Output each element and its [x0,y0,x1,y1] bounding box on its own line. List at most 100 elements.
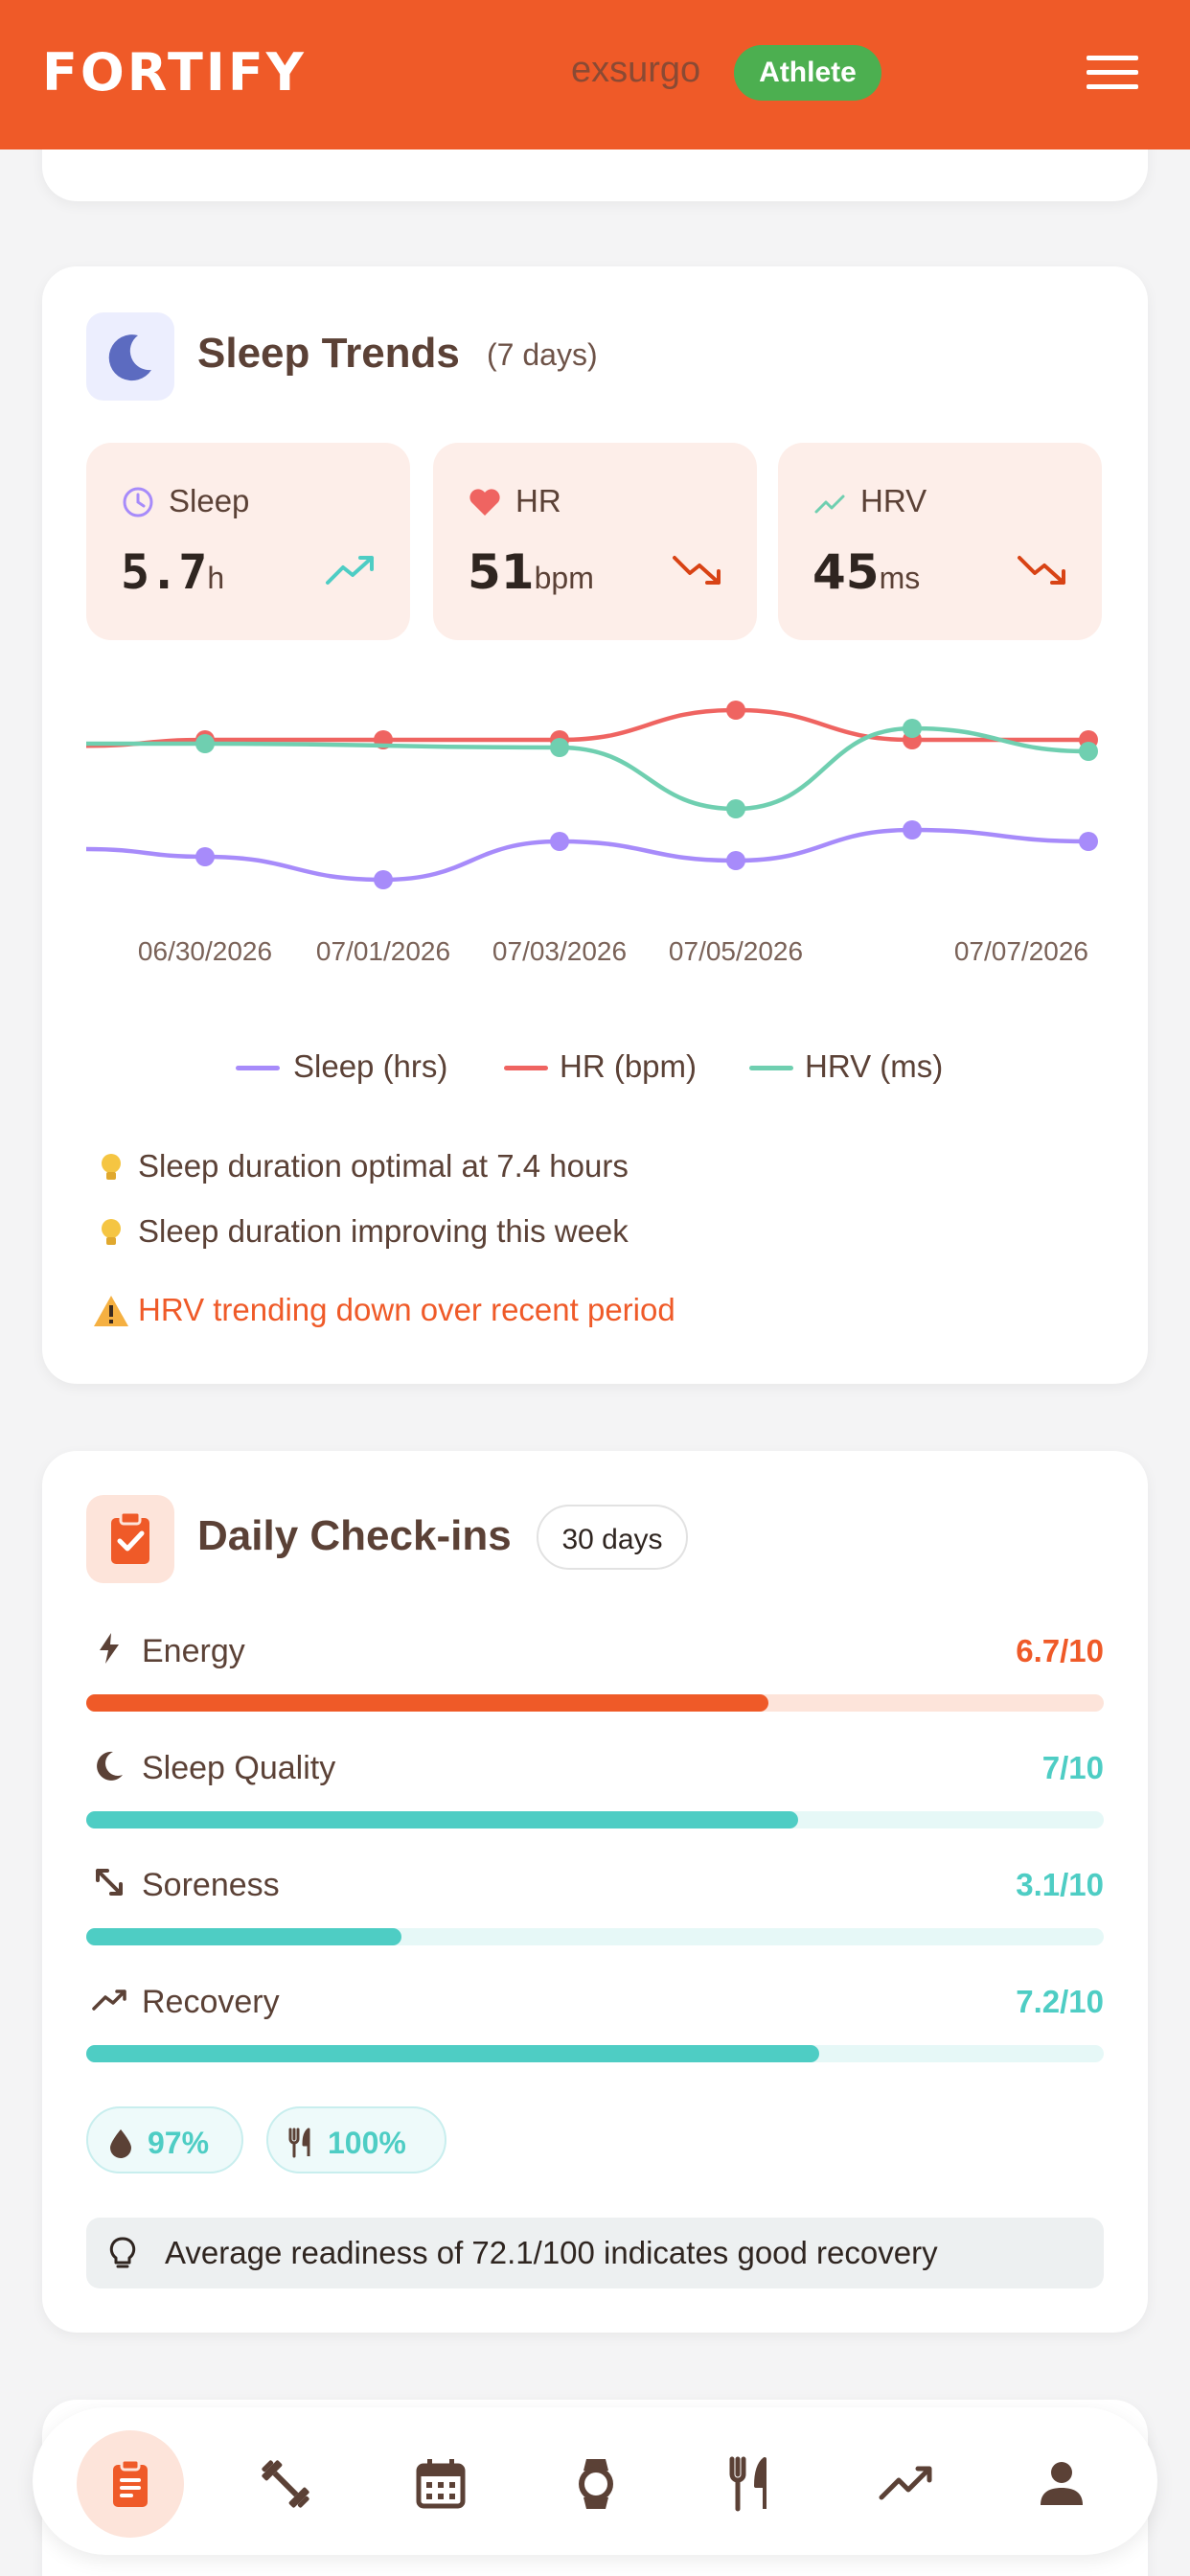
checkin-label-sleep-quality: Sleep Quality [142,1750,336,1786]
stat-label: HRV [860,483,927,518]
sleep-trends-card: Sleep Trends (7 days) Sleep 5.7h HR 51bp… [42,266,1148,1384]
utensils-icon [288,2128,310,2158]
trending-up-icon [92,1990,126,2011]
series-line-sleep [85,827,1089,883]
x-tick-label: 07/01/2026 [316,936,450,966]
legend-swatch-sleep [236,1066,280,1070]
legend-swatch-hr [504,1066,548,1070]
data-point[interactable] [903,719,922,738]
period-badge[interactable]: 30 days [537,1505,688,1570]
moon-icon [86,312,174,401]
insight-warning-text: HRV trending down over recent period [138,1292,675,1327]
stat-value: 5.7h [121,544,225,600]
stat-label: Sleep [169,483,250,518]
lightbulb-icon [102,1219,121,1245]
data-point[interactable] [550,832,569,851]
arrows-diagonal-icon [96,1869,123,1896]
data-point[interactable] [903,820,922,840]
checkin-value-energy: 6.7/10 [1016,1633,1104,1668]
nav-workouts[interactable] [232,2430,339,2538]
readiness-summary-text: Average readiness of 72.1/100 indicates … [165,2235,938,2270]
hamburger-menu-icon[interactable] [1087,56,1138,90]
bottom-navigation [33,2407,1157,2555]
readiness-summary: Average readiness of 72.1/100 indicates … [86,2218,1104,2288]
trend-up-icon [326,556,374,585]
username-label: exsurgo [571,50,701,90]
data-point[interactable] [550,738,569,757]
nav-calendar[interactable] [387,2430,494,2538]
checkin-value-sleep-quality: 7/10 [1041,1750,1104,1785]
data-point[interactable] [195,734,215,753]
progress-bar-energy [86,1694,1104,1712]
legend-sleep: Sleep (hrs) [293,1048,448,1084]
nav-profile[interactable] [1008,2430,1115,2538]
checkin-label-recovery: Recovery [142,1984,280,2020]
bolt-icon [100,1633,119,1664]
role-badge: Athlete [734,45,881,101]
fork-knife-icon [729,2456,767,2512]
stat-value: 45ms [812,544,921,600]
water-drop-icon [110,2129,131,2158]
heart-icon [469,489,500,516]
period-badge-label: 30 days [561,1524,663,1555]
stat-value: 51bpm [468,544,594,600]
legend-hrv: HRV (ms) [805,1048,944,1084]
nav-wearable[interactable] [542,2430,650,2538]
calendar-icon [416,2459,466,2509]
data-point[interactable] [726,701,745,720]
nav-nutrition[interactable] [698,2430,805,2538]
app-logo[interactable]: FORTIFY [42,42,307,103]
progress-fill [86,1928,402,1945]
stat-hrv: HRV 45ms [778,443,1102,640]
trend-down-icon [673,556,721,585]
x-tick-label: 07/05/2026 [669,936,803,966]
daily-checkins-title: Daily Check-ins [197,1512,512,1559]
trend-line-icon [814,494,845,514]
legend-hr: HR (bpm) [560,1048,698,1084]
checkin-value-soreness: 3.1/10 [1016,1867,1104,1902]
progress-bar-soreness [86,1928,1104,1945]
progress-fill [86,1694,768,1712]
data-point[interactable] [726,799,745,818]
checkin-label-energy: Energy [142,1633,245,1669]
trending-up-icon [879,2466,932,2500]
sleep-trends-subtitle: (7 days) [487,337,598,372]
stat-hr: HR 51bpm [433,443,757,640]
progress-bar-recovery [86,2045,1104,2062]
moon-icon [97,1751,123,1781]
x-tick-label: 06/30/2026 [138,936,272,966]
stat-sleep: Sleep 5.7h [86,443,410,640]
nutrition-chip[interactable]: 100% [266,2106,446,2174]
data-point[interactable] [374,870,393,889]
nav-progress[interactable] [853,2430,960,2538]
nav-checkins[interactable] [77,2430,184,2538]
progress-fill [86,1811,799,1828]
insight-text: Sleep duration optimal at 7.4 hours [138,1148,629,1184]
x-tick-label: 07/07/2026 [954,936,1088,966]
data-point[interactable] [1079,832,1098,851]
hydration-value: 97% [148,2126,210,2160]
person-icon [1041,2462,1083,2505]
stat-label: HR [515,483,561,518]
app-header: FORTIFY exsurgo Athlete [0,0,1190,150]
hydration-chip[interactable]: 97% [86,2106,243,2174]
legend-swatch-hrv [749,1066,793,1070]
lightbulb-icon [102,1154,121,1180]
daily-checkins-card: Daily Check-ins 30 days Energy 6.7/10 Sl… [42,1451,1148,2333]
data-point[interactable] [726,851,745,870]
trend-down-icon [1018,556,1065,585]
progress-bar-sleep-quality [86,1811,1104,1828]
data-point[interactable] [1079,742,1098,761]
lightbulb-outline-icon [109,2237,136,2268]
clock-icon [123,487,153,518]
clipboard-icon [113,2458,148,2507]
checkin-value-recovery: 7.2/10 [1016,1984,1104,2019]
nutrition-value: 100% [328,2126,406,2160]
data-point[interactable] [195,847,215,866]
watch-icon [579,2459,613,2509]
warning-icon [94,1296,128,1326]
sleep-trends-title: Sleep Trends [197,330,460,377]
x-tick-label: 07/03/2026 [492,936,627,966]
insight-text: Sleep duration improving this week [138,1213,629,1249]
clipboard-check-icon [86,1495,174,1583]
